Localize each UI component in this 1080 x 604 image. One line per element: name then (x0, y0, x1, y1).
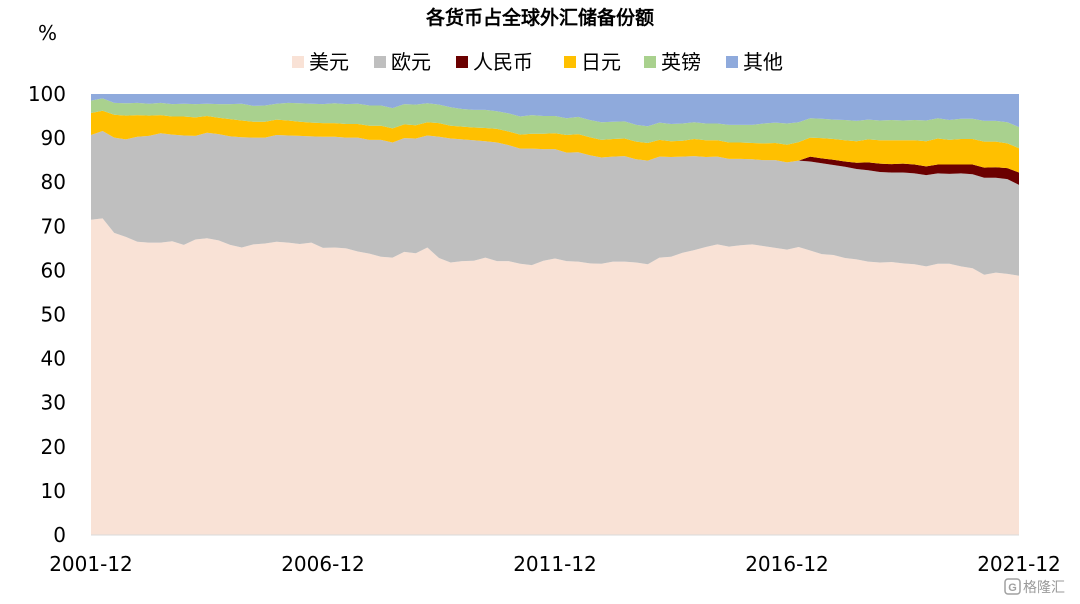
x-tick-label: 2006-12 (281, 552, 365, 576)
plot-areas (91, 94, 1019, 536)
x-tick-label: 2016-12 (745, 552, 829, 576)
y-tick-label: 10 (41, 479, 66, 503)
legend-label: 其他 (743, 50, 783, 74)
legend-swatch (292, 56, 304, 68)
legend-label: 欧元 (391, 50, 431, 74)
watermark: G 格隆汇 (1004, 578, 1065, 596)
y-tick-label: 80 (41, 170, 66, 194)
legend-label: 人民币 (473, 50, 533, 74)
legend-label: 日元 (581, 50, 621, 74)
legend-label: 英镑 (661, 50, 701, 74)
y-axis-ticks: 0 10 20 30 40 50 60 70 80 90 100 (28, 82, 66, 547)
x-tick-label: 2011-12 (513, 552, 597, 576)
y-tick-label: 30 (41, 391, 66, 415)
legend-label: 美元 (309, 50, 349, 74)
area-series-3 (91, 110, 1019, 173)
y-tick-label: 60 (41, 258, 66, 282)
legend-swatch (564, 56, 576, 68)
y-tick-label: 100 (28, 82, 66, 106)
svg-text:G: G (1008, 582, 1017, 594)
y-tick-label: 0 (53, 523, 66, 547)
y-axis-unit: % (38, 21, 57, 45)
y-tick-label: 50 (41, 303, 66, 327)
area-series-5 (91, 94, 1019, 128)
legend-swatch (456, 56, 468, 68)
y-tick-label: 40 (41, 347, 66, 371)
y-tick-label: 90 (41, 126, 66, 150)
legend-swatch (726, 56, 738, 68)
y-tick-label: 20 (41, 435, 66, 459)
area-series-1 (91, 131, 1019, 276)
area-series-4 (91, 98, 1019, 149)
legend-swatch (374, 56, 386, 68)
y-tick-label: 70 (41, 214, 66, 238)
legend: 美元 欧元 人民币 日元 英镑 其他 (292, 50, 783, 74)
area-series-0 (91, 218, 1019, 536)
x-axis-ticks: 2001-12 2006-12 2011-12 2016-12 2021-12 (49, 552, 1061, 576)
chart-title: 各货币占全球外汇储备份额 (425, 6, 654, 29)
legend-swatch (644, 56, 656, 68)
x-tick-label: 2021-12 (977, 552, 1061, 576)
x-tick-label: 2001-12 (49, 552, 133, 576)
watermark-text: 格隆汇 (1023, 580, 1065, 596)
g-logo-icon: G (1004, 578, 1021, 595)
